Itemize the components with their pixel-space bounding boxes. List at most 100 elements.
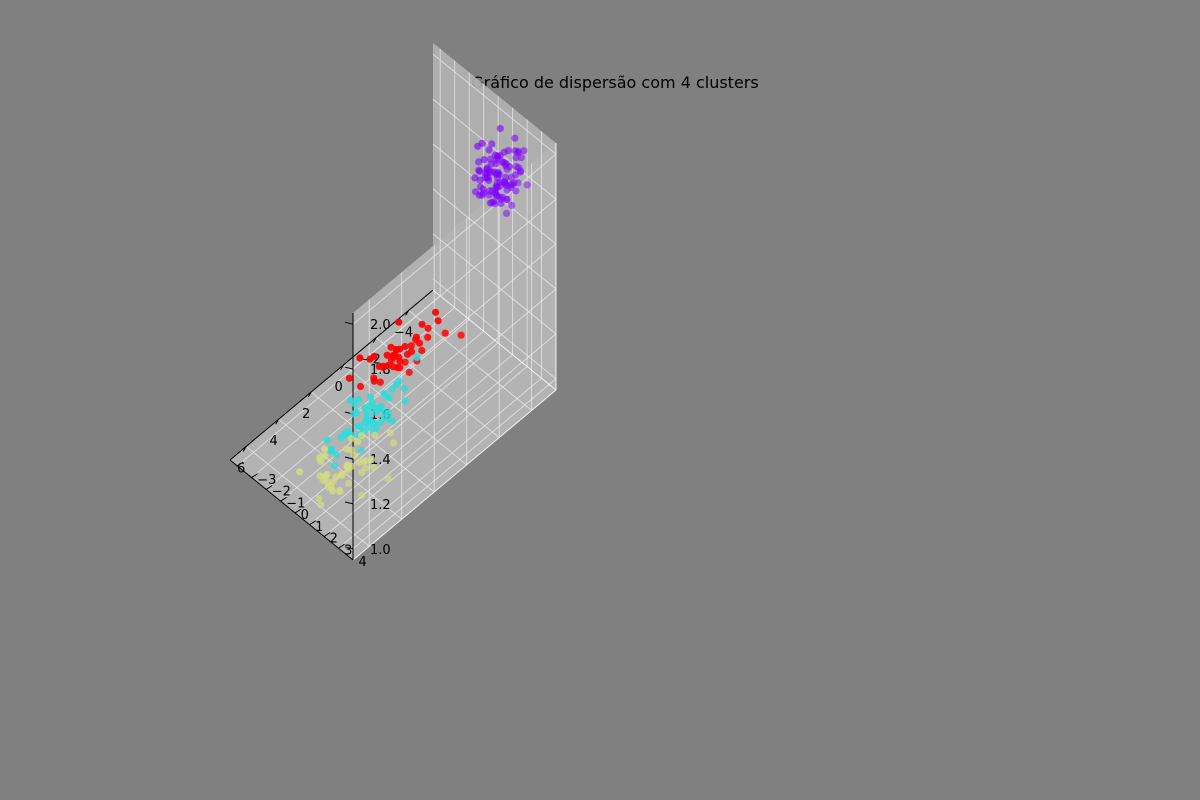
z-tick-label: 1.0 xyxy=(370,543,391,558)
scatter-point-series-0 xyxy=(488,140,496,148)
scatter-point-series-0 xyxy=(478,191,486,199)
scatter-point-series-2 xyxy=(341,429,349,437)
z-tick-mark xyxy=(344,546,354,550)
scatter-point-series-0 xyxy=(514,147,522,155)
back-floor-edge-y xyxy=(432,289,557,391)
z-tick-mark xyxy=(344,501,354,505)
x-tick-label: 0 xyxy=(335,380,343,395)
y-tick-mark xyxy=(323,532,331,537)
scatter-point-series-1 xyxy=(418,346,426,355)
scatter-point-series-2 xyxy=(346,396,354,404)
scatter-point-series-1 xyxy=(366,355,374,363)
y-tick-label: −2 xyxy=(272,485,291,500)
scatter-point-series-0 xyxy=(493,192,501,200)
scatter-point-series-3 xyxy=(321,445,329,453)
x-tick-mark xyxy=(307,391,312,398)
y-tick-mark xyxy=(265,484,273,490)
scatter-point-series-3 xyxy=(335,486,344,495)
scatter-point-series-2 xyxy=(350,410,358,418)
z-grid-line-left xyxy=(432,53,557,155)
y-grid-line-floor xyxy=(323,366,528,537)
scatter-point-series-2 xyxy=(366,393,374,401)
scatter-point-series-1 xyxy=(432,308,440,316)
scatter-point-series-0 xyxy=(502,159,510,167)
scatter-point-series-1 xyxy=(356,382,365,391)
scatter-point-series-2 xyxy=(354,422,362,430)
scatter-point-series-0 xyxy=(486,199,494,207)
z-grid-line-left xyxy=(432,278,557,380)
scatter-point-series-1 xyxy=(403,350,412,358)
axes-panes xyxy=(230,43,556,560)
z-tick-mark xyxy=(344,456,354,460)
scatter-point-series-3 xyxy=(350,451,359,459)
y-grid-line-floor xyxy=(309,354,513,526)
scatter-point-series-0 xyxy=(512,154,520,162)
scatter-point-series-1 xyxy=(424,333,432,341)
y-tick-label: 4 xyxy=(359,555,367,570)
scatter-point-series-1 xyxy=(407,342,415,350)
scatter-point-series-1 xyxy=(424,324,432,332)
z-grid-line-back xyxy=(352,243,557,415)
y-tick-mark xyxy=(294,508,302,514)
z-grid-line-left xyxy=(432,188,557,290)
z-tick-mark xyxy=(344,366,354,370)
scatter-point-series-0 xyxy=(520,147,528,155)
scatter-point-series-2 xyxy=(333,451,341,459)
scatter-point-series-3 xyxy=(296,468,304,476)
scatter-point-series-2 xyxy=(388,385,396,393)
scatter-point-series-2 xyxy=(361,404,369,412)
scatter-point-series-3 xyxy=(343,445,351,453)
z-grid-line-back xyxy=(352,153,557,325)
scatter-point-series-1 xyxy=(383,351,391,359)
scatter-point-series-1 xyxy=(441,329,449,337)
scatter-point-series-3 xyxy=(338,470,346,478)
scatter-point-series-1 xyxy=(457,331,465,339)
scatter-point-series-1 xyxy=(387,343,395,351)
scatter-point-series-1 xyxy=(390,351,398,359)
scatter-point-series-2 xyxy=(413,353,421,362)
scatter-point-series-1 xyxy=(412,333,421,341)
x-tick-mark xyxy=(405,310,410,316)
y-tick-mark xyxy=(251,473,258,479)
scatter-point-series-1 xyxy=(401,342,409,351)
scatter-point-series-3 xyxy=(332,473,340,481)
scatter-point-series-2 xyxy=(401,397,409,405)
y-grid-line-floor xyxy=(338,377,542,549)
scatter-point-series-0 xyxy=(487,160,495,168)
scatter-point-series-3 xyxy=(317,501,325,509)
scatter-point-series-2 xyxy=(357,446,365,454)
x-tick-mark xyxy=(340,364,345,371)
scatter-point-series-3 xyxy=(389,439,398,447)
scatter-point-series-2 xyxy=(363,409,371,417)
scatter-point-series-1 xyxy=(356,354,364,362)
y-tick-label: 0 xyxy=(301,508,309,523)
x-axis-line xyxy=(229,289,434,461)
x-tick-mark xyxy=(275,418,280,425)
scatter-point-series-2 xyxy=(381,409,389,417)
y-tick-mark xyxy=(280,496,287,502)
scatter-point-series-3 xyxy=(358,432,366,440)
scatter-point-series-2 xyxy=(323,436,331,444)
scatter-point-series-0 xyxy=(485,176,493,185)
scatter-point-series-0 xyxy=(474,142,482,150)
scatter-point-series-2 xyxy=(400,384,408,392)
scatter-point-series-2 xyxy=(354,395,362,404)
scatter-point-series-2 xyxy=(331,461,339,470)
scatter-point-series-3 xyxy=(358,491,366,499)
x-tick-label: −4 xyxy=(394,325,413,340)
scatter-point-series-3 xyxy=(345,480,353,488)
z-grid-line-back xyxy=(352,288,557,460)
scatter-point-series-3 xyxy=(354,438,362,446)
scatter-point-series-2 xyxy=(377,418,385,426)
z-grid-line-back xyxy=(352,378,557,550)
scatter-point-series-0 xyxy=(511,134,519,142)
scatter-point-series-0 xyxy=(479,185,487,193)
scatter-point-series-0 xyxy=(483,165,491,173)
y-tick-mark xyxy=(309,520,316,526)
scatter-points xyxy=(296,124,531,509)
scatter-point-series-0 xyxy=(517,154,525,162)
scatter-point-series-3 xyxy=(371,431,379,439)
y-tick-label: 3 xyxy=(344,544,352,559)
z-tick-mark xyxy=(344,321,354,325)
